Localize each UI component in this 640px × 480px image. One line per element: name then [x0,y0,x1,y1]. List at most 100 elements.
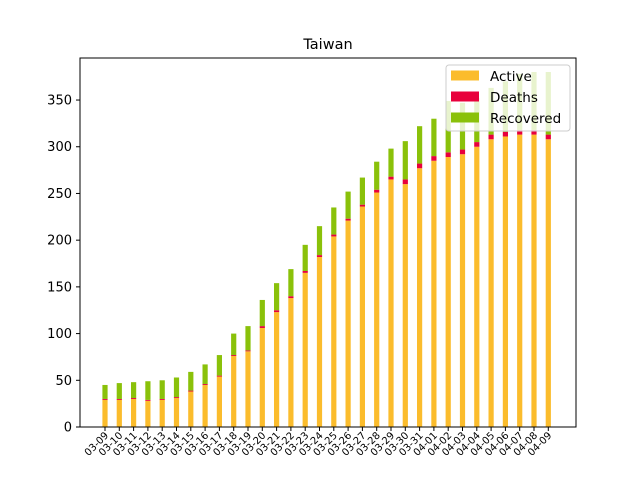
bar-deaths-03-31 [417,163,423,169]
bar-deaths-03-15 [188,390,194,392]
legend: Active Deaths Recovered [445,64,571,132]
bar-deaths-03-10 [116,398,122,400]
x-axis: 03-0903-1003-1103-1203-1303-1403-1503-16… [83,427,554,459]
bar-recovered-03-22 [288,269,294,297]
bar-recovered-03-27 [359,177,365,205]
bar-recovered-03-29 [388,148,394,177]
bar-active-03-25 [331,236,337,427]
bar-active-04-09 [545,139,551,427]
y-tick-label-100: 100 [47,327,72,342]
bar-active-04-05 [488,139,494,427]
bar-recovered-03-17 [216,355,222,376]
bar-deaths-04-04 [474,142,480,147]
bar-deaths-04-05 [488,134,494,140]
bar-deaths-03-16 [202,384,208,385]
bar-recovered-03-11 [131,382,137,399]
bar-deaths-04-07 [517,129,523,135]
bar-deaths-03-17 [216,375,222,377]
legend-swatch-active [451,70,479,81]
bar-deaths-03-11 [131,398,137,399]
bar-recovered-03-14 [173,377,180,398]
bar-active-04-04 [474,146,480,427]
bar-deaths-04-06 [502,131,508,137]
bar-active-04-02 [445,157,451,427]
bar-recovered-03-30 [402,141,408,180]
bar-recovered-03-13 [159,380,165,399]
bar-recovered-03-28 [374,161,380,190]
bar-active-03-30 [402,184,408,427]
bar-recovered-03-26 [345,191,351,219]
legend-swatch-deaths [451,91,479,102]
bar-deaths-03-23 [302,270,308,273]
bar-active-04-01 [431,160,437,427]
bar-active-04-07 [517,134,523,427]
chart-title: Taiwan [302,37,352,53]
bar-recovered-03-19 [245,326,251,351]
bar-deaths-03-25 [331,234,337,237]
bar-deaths-03-14 [173,397,180,399]
bar-deaths-03-26 [345,218,351,221]
bar-active-03-27 [359,206,365,427]
bar-deaths-03-21 [274,310,280,313]
bar-active-03-16 [202,384,208,427]
bar-active-03-17 [216,376,222,427]
bar-deaths-03-22 [288,296,294,299]
bar-active-04-08 [531,134,537,427]
bar-deaths-04-09 [545,134,551,140]
bar-recovered-03-09 [102,384,108,399]
bar-active-04-06 [502,136,508,427]
y-axis: 0 50 100 150 200 250 300 350 [47,94,80,436]
bar-active-03-31 [417,168,423,428]
bar-active-03-11 [131,398,137,427]
bar-deaths-03-30 [402,179,408,185]
bar-active-03-15 [188,391,194,427]
bar-deaths-03-27 [359,204,365,207]
bar-deaths-03-28 [374,189,380,193]
bar-deaths-03-18 [231,355,237,356]
bar-deaths-03-20 [259,326,265,328]
y-tick-label-350: 350 [47,94,72,109]
bar-recovered-03-21 [274,283,280,311]
bar-active-03-22 [288,298,294,427]
legend-label-recovered: Recovered [490,111,561,127]
bar-deaths-04-03 [459,149,466,155]
bar-recovered-03-25 [331,207,337,235]
bar-deaths-04-01 [431,156,437,161]
bar-recovered-03-12 [145,381,151,400]
bar-recovered-03-23 [302,244,308,271]
bar-deaths-03-24 [316,255,323,257]
y-tick-label-150: 150 [47,280,72,295]
bar-deaths-03-29 [388,176,394,180]
bar-active-03-26 [345,220,351,427]
bar-active-03-28 [374,192,380,427]
bars-layer [102,72,551,428]
y-tick-label-50: 50 [55,374,72,389]
bar-active-03-23 [302,272,308,427]
y-tick-label-250: 250 [47,187,72,202]
bar-recovered-03-24 [316,226,323,256]
bar-deaths-03-12 [145,399,151,401]
bar-active-03-20 [259,327,265,427]
bar-recovered-03-18 [231,333,237,356]
bar-active-03-24 [316,256,323,427]
plot-frame [79,57,577,428]
bar-active-03-18 [231,356,237,427]
bar-deaths-03-19 [245,350,251,352]
bar-deaths-04-02 [445,152,451,158]
bar-active-03-21 [274,312,280,427]
bar-deaths-04-08 [531,129,537,135]
bar-active-03-29 [388,179,394,427]
y-tick-label-300: 300 [47,140,72,155]
bar-recovered-03-10 [116,383,122,399]
bar-recovered-04-01 [431,118,437,157]
bar-active-03-10 [116,399,122,427]
bar-deaths-03-13 [159,398,165,400]
legend-label-active: Active [490,69,532,85]
y-tick-label-0: 0 [64,421,72,436]
bar-active-03-09 [102,399,108,427]
bar-active-03-13 [159,399,165,427]
bar-recovered-03-15 [188,371,194,391]
bar-recovered-03-16 [202,364,208,385]
y-tick-label-200: 200 [47,234,72,249]
